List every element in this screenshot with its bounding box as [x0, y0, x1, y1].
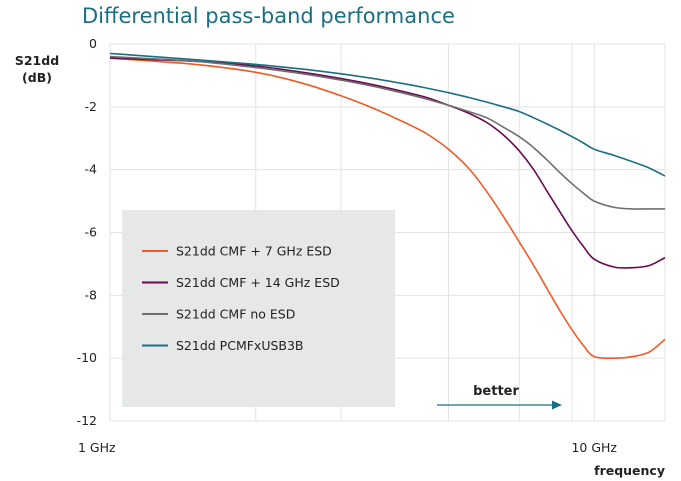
- legend-label-1: S21dd CMF + 7 GHz ESD: [176, 244, 332, 259]
- series-line-1: [109, 57, 666, 360]
- y-axis-label-line2: (dB): [22, 70, 52, 85]
- legend-box: [122, 210, 395, 407]
- series-line-4: [109, 52, 666, 177]
- series-line-3: [109, 55, 665, 210]
- y-tick-label: -4: [85, 162, 98, 177]
- chart-title: Differential pass-band performance: [82, 4, 455, 28]
- y-tick-label: -6: [85, 225, 98, 240]
- legend-label-3: S21dd CMF no ESD: [176, 307, 295, 322]
- x-tick-label: 1 GHz: [78, 440, 116, 455]
- x-axis-label: frequency: [594, 463, 665, 478]
- legend-label-4: S21dd PCMFxUSB3B: [176, 338, 304, 353]
- annotation-better: better: [473, 384, 519, 399]
- y-tick-label: -12: [77, 413, 97, 428]
- annotation-arrow-head: [552, 400, 562, 410]
- y-tick-label: -8: [85, 287, 98, 302]
- y-tick-label: -2: [85, 99, 97, 114]
- x-tick-label: 10 GHz: [571, 440, 617, 455]
- legend-label-2: S21dd CMF + 14 GHz ESD: [176, 275, 340, 290]
- y-axis-label-line1: S21dd: [14, 53, 60, 68]
- series-line-2: [109, 57, 666, 269]
- y-tick-label: -10: [77, 350, 97, 365]
- y-axis-label: S21dd (dB): [8, 52, 66, 86]
- y-tick-label: 0: [89, 36, 97, 51]
